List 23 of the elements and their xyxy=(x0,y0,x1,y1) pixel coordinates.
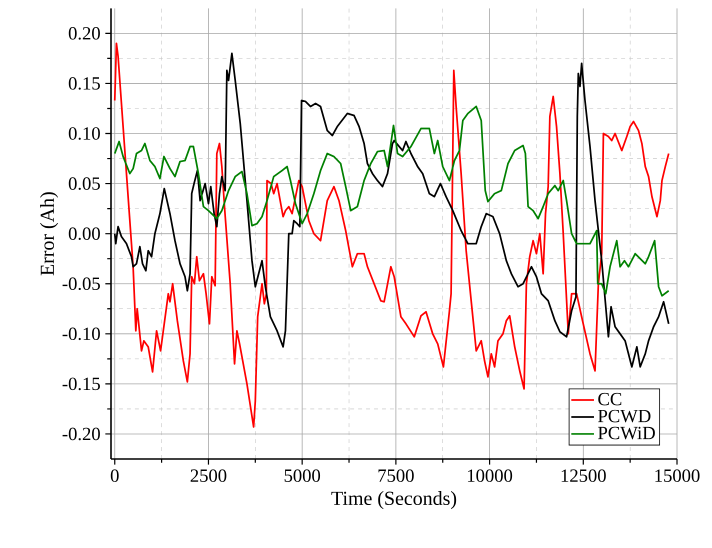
y-tick-label: -0.15 xyxy=(62,378,100,390)
x-tick-label: 7500 xyxy=(378,469,414,482)
line-series xyxy=(114,42,670,428)
x-tick-label: 15000 xyxy=(655,469,700,482)
y-tick-label: -0.05 xyxy=(62,277,100,290)
x-tick-label: 12500 xyxy=(562,469,606,482)
x-axis-title: Time (Seconds) xyxy=(331,491,456,510)
y-tick-label: 0.20 xyxy=(68,27,100,40)
y-tick-label: 0.10 xyxy=(68,127,100,140)
legend-label: PCWD xyxy=(598,410,650,422)
line-series xyxy=(114,52,670,368)
x-tick-label: 10000 xyxy=(468,469,512,482)
x-tick-label: 0 xyxy=(110,469,119,482)
y-tick-label: 0.15 xyxy=(68,77,100,90)
legend-label: CC xyxy=(598,392,622,406)
y-tick-label: 0.00 xyxy=(68,227,100,240)
y-tick-label: -0.20 xyxy=(62,428,100,440)
y-tick-label: -0.10 xyxy=(62,327,100,340)
x-tick-label: 5000 xyxy=(284,469,320,482)
x-tick-label: 2500 xyxy=(190,469,226,482)
y-tick-label: 0.05 xyxy=(68,177,100,190)
legend-label: PCWiD xyxy=(598,426,655,440)
y-axis-title: Error (Ah) xyxy=(40,192,58,276)
